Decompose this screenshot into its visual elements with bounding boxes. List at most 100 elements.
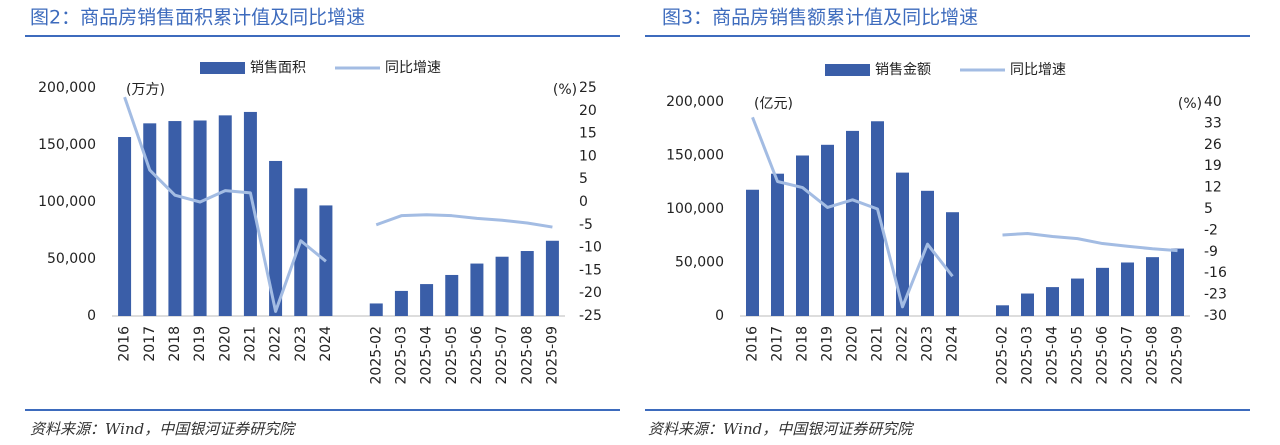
bar xyxy=(946,212,959,316)
y2-tick-label: -15 xyxy=(579,262,602,278)
y2-tick-label: -30 xyxy=(1204,308,1227,324)
y-tick-label: 200,000 xyxy=(38,80,96,96)
bar xyxy=(1171,248,1184,316)
y2-tick-label: -23 xyxy=(1204,287,1227,303)
y2-tick-label: -16 xyxy=(1204,265,1227,281)
y-tick-label: 100,000 xyxy=(38,194,96,210)
line xyxy=(751,116,1178,309)
x-tick-label: 2025-08 xyxy=(1145,326,1161,385)
bar xyxy=(193,120,207,317)
y2-tick-label: 19 xyxy=(1204,158,1222,174)
x-tick-label: 2016 xyxy=(745,326,761,362)
y2-tick-label: -25 xyxy=(579,308,602,324)
bar xyxy=(369,303,383,316)
legend-label: 销售面积 xyxy=(250,60,306,76)
bar xyxy=(394,290,408,316)
bar xyxy=(821,144,834,316)
legend-label: 同比增速 xyxy=(1010,62,1066,78)
x-tick-label: 2025-09 xyxy=(1170,326,1186,385)
x-tick-label: 2023 xyxy=(293,326,309,362)
bar xyxy=(470,263,484,316)
x-tick-label: 2025-07 xyxy=(494,326,510,385)
chart: 图3：商品房销售额累计值及同比增速 资料来源：Wind，中国银河证券研究院 0 5… xyxy=(645,7,1250,438)
x-tick-label: 2019 xyxy=(820,326,836,362)
y2-tick-label: -5 xyxy=(579,217,593,233)
x-tick-label: 2025-06 xyxy=(469,326,485,385)
bar xyxy=(545,240,559,316)
y-tick-label: 0 xyxy=(87,308,96,324)
bar xyxy=(495,256,509,316)
x-tick-label: 2022 xyxy=(895,326,911,362)
y2-tick-label: 5 xyxy=(1204,201,1213,217)
bar xyxy=(520,251,534,316)
bar xyxy=(1046,287,1059,316)
legend-swatch xyxy=(200,62,245,74)
y2-tick-label: 0 xyxy=(579,194,588,210)
x-tick-label: 2025-03 xyxy=(393,326,409,385)
y-tick-label: 100,000 xyxy=(666,201,724,217)
y2-tick-label: 33 xyxy=(1204,115,1222,131)
x-tick-label: 2025-02 xyxy=(995,326,1011,385)
x-tick-label: 2016 xyxy=(117,326,133,362)
x-tick-label: 2022 xyxy=(268,326,284,362)
y2-tick-label: -9 xyxy=(1204,244,1218,260)
y2-tick-label: -2 xyxy=(1204,222,1218,238)
bar xyxy=(1096,267,1109,316)
bar xyxy=(218,115,232,316)
legend-label: 同比增速 xyxy=(385,60,441,76)
bar xyxy=(445,274,459,316)
y-tick-label: 200,000 xyxy=(666,94,724,110)
y-unit: (亿元) xyxy=(754,96,793,112)
x-tick-label: 2020 xyxy=(845,326,861,362)
x-tick-label: 2025-02 xyxy=(368,326,384,385)
y2-tick-label: -10 xyxy=(579,240,602,256)
y2-tick-label: 40 xyxy=(1204,94,1222,110)
bar xyxy=(746,189,759,316)
y2-unit: (%) xyxy=(553,82,577,98)
y2-tick-label: 10 xyxy=(579,148,597,164)
bar xyxy=(1071,278,1084,316)
x-tick-label: 2023 xyxy=(920,326,936,362)
bar xyxy=(143,123,157,316)
bar xyxy=(871,121,884,316)
source: 资料来源：Wind，中国银河证券研究院 xyxy=(30,420,296,438)
y-tick-label: 50,000 xyxy=(47,251,96,267)
x-tick-label: 2024 xyxy=(945,326,961,362)
bar xyxy=(921,190,934,316)
y-unit: (万方) xyxy=(126,82,165,98)
x-tick-label: 2025-06 xyxy=(1095,326,1111,385)
x-tick-label: 2025-07 xyxy=(1120,326,1136,385)
x-tick-label: 2021 xyxy=(870,326,886,362)
y-tick-label: 0 xyxy=(715,308,724,324)
x-tick-label: 2018 xyxy=(795,326,811,362)
y2-tick-label: 5 xyxy=(579,171,588,187)
bar xyxy=(269,160,283,316)
legend-label: 销售金额 xyxy=(875,62,931,78)
bar xyxy=(896,172,909,316)
x-tick-label: 2025-09 xyxy=(544,326,560,385)
y2-tick-label: 15 xyxy=(579,126,597,142)
bar xyxy=(1146,257,1159,316)
x-tick-label: 2021 xyxy=(242,326,258,362)
bar xyxy=(846,130,859,316)
bar xyxy=(420,284,434,316)
x-tick-label: 2019 xyxy=(192,326,208,362)
y2-tick-label: 26 xyxy=(1204,137,1222,153)
source: 资料来源：Wind，中国银河证券研究院 xyxy=(648,420,914,438)
bar xyxy=(771,173,784,316)
y-tick-label: 150,000 xyxy=(38,137,96,153)
chart-title: 图2：商品房销售面积累计值及同比增速 xyxy=(30,7,365,29)
line xyxy=(123,96,553,313)
legend-swatch xyxy=(825,64,870,76)
bar xyxy=(243,111,257,316)
bar xyxy=(996,305,1009,316)
x-tick-label: 2024 xyxy=(318,326,334,362)
x-tick-label: 2017 xyxy=(770,326,786,362)
x-tick-label: 2025-04 xyxy=(419,326,435,385)
y2-tick-label: -20 xyxy=(579,285,602,301)
x-tick-label: 2018 xyxy=(167,326,183,362)
x-tick-label: 2025-03 xyxy=(1020,326,1036,385)
x-tick-label: 2025-05 xyxy=(444,326,460,385)
x-tick-label: 2025-04 xyxy=(1045,326,1061,385)
